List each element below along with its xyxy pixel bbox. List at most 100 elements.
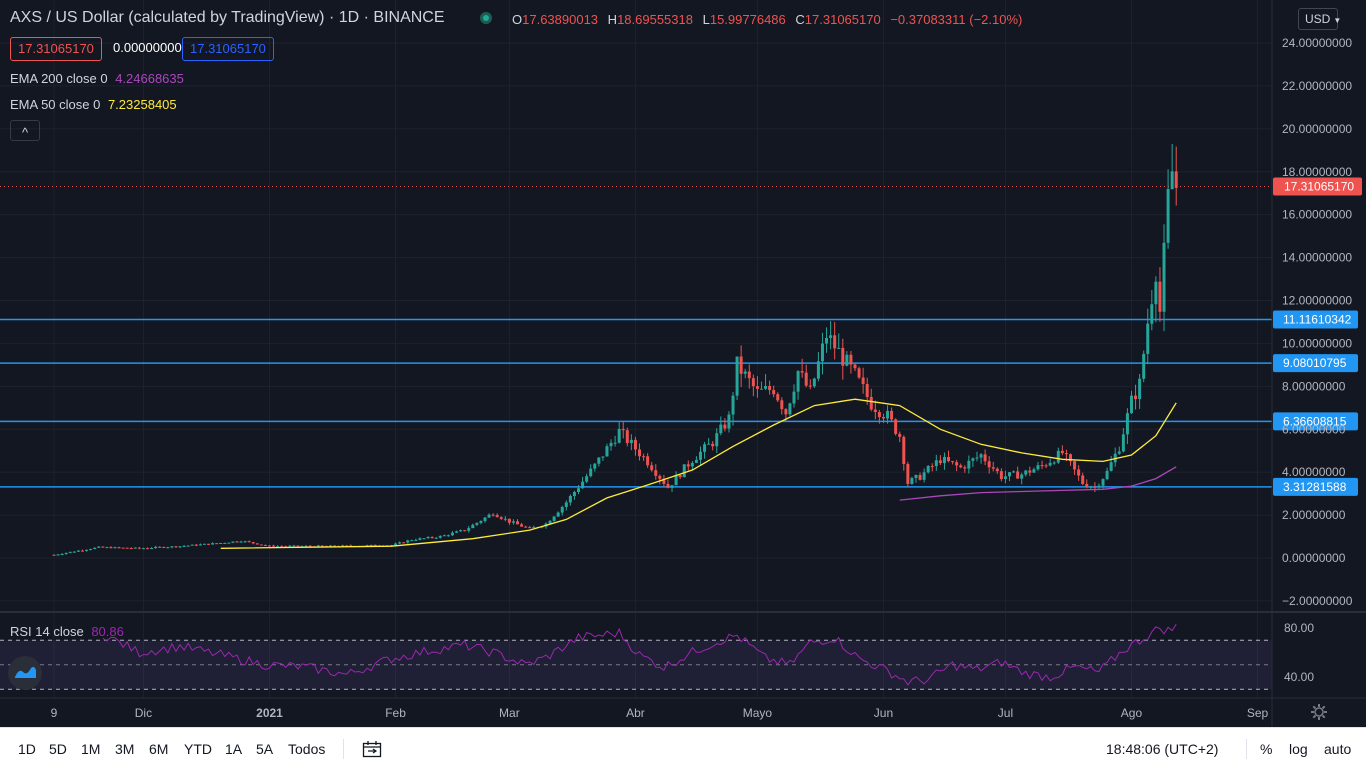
- gear-icon[interactable]: [1310, 703, 1328, 721]
- candle-body: [987, 461, 991, 468]
- y-tick-label: 12.00000000: [1282, 294, 1352, 308]
- candle-body: [369, 544, 373, 546]
- candle-body: [743, 371, 747, 374]
- candle: [328, 544, 332, 547]
- candle-body: [64, 552, 68, 554]
- candle: [141, 547, 145, 550]
- candle: [418, 537, 422, 541]
- candle-body: [808, 385, 812, 387]
- chevron-down-icon: ▼: [1333, 16, 1342, 25]
- candle-body: [1044, 465, 1048, 467]
- candle: [166, 546, 170, 549]
- candle-body: [455, 531, 459, 533]
- candle-body: [89, 549, 93, 551]
- candle: [263, 544, 267, 547]
- candle: [487, 513, 491, 518]
- candle: [137, 547, 141, 550]
- sell-price-button[interactable]: 17.31065170: [10, 37, 102, 61]
- spread-value: 0.00000000: [113, 40, 182, 55]
- candle: [971, 457, 975, 467]
- candle: [788, 402, 792, 417]
- candle-body: [812, 378, 816, 387]
- timeframe-1m[interactable]: 1M: [81, 741, 101, 757]
- candle: [97, 546, 101, 548]
- candle-body: [394, 543, 398, 546]
- timeframe-6m[interactable]: 6M: [149, 741, 169, 757]
- clock[interactable]: 18:48:06 (UTC+2): [1106, 741, 1219, 757]
- candle-body: [198, 544, 202, 546]
- candle: [64, 552, 68, 555]
- ema200-legend[interactable]: EMA 200 close 0 4.24668635: [10, 71, 184, 86]
- candle-body: [577, 488, 581, 493]
- timeframe-ytd[interactable]: YTD: [184, 741, 212, 757]
- y-tick-label: 2.00000000: [1282, 508, 1346, 522]
- candle: [1142, 350, 1146, 383]
- candle-body: [300, 546, 304, 548]
- candle-body: [853, 364, 857, 369]
- log-toggle[interactable]: log: [1289, 741, 1308, 757]
- candle-body: [719, 424, 723, 434]
- y-tick-label: 20.00000000: [1282, 122, 1352, 136]
- timeframe-5d[interactable]: 5D: [49, 741, 67, 757]
- rsi-legend[interactable]: RSI 14 close 80.86: [10, 624, 124, 639]
- candle: [52, 554, 56, 556]
- candle-body: [601, 456, 605, 458]
- candle-body: [593, 463, 597, 469]
- candle-body: [735, 356, 739, 396]
- candle: [369, 544, 373, 546]
- candle: [694, 456, 698, 464]
- candle-body: [617, 428, 621, 443]
- candle-body: [642, 456, 646, 458]
- candle-body: [524, 526, 528, 528]
- date-range-icon[interactable]: [362, 740, 382, 758]
- bottom-toolbar: 1D 5D 1M 3M 6M YTD 1A 5A Todos 18:48:06 …: [0, 727, 1366, 768]
- x-tick-label: Jun: [874, 706, 893, 720]
- candle-body: [654, 470, 658, 476]
- currency-select[interactable]: USD ▼: [1298, 8, 1342, 30]
- candle-body: [219, 542, 223, 544]
- timeframe-1a[interactable]: 1A: [225, 741, 243, 757]
- candle-body: [914, 475, 918, 478]
- hline-price-tag: [1273, 477, 1358, 496]
- candle: [202, 543, 206, 545]
- candle-body: [166, 547, 170, 549]
- candle-body: [1032, 469, 1036, 473]
- candle: [76, 550, 80, 552]
- timeframe-all[interactable]: Todos: [288, 741, 326, 757]
- candle-body: [328, 545, 332, 547]
- candle-body: [564, 502, 568, 507]
- collapse-legend-button[interactable]: ^: [10, 120, 40, 141]
- candle-body: [983, 454, 987, 462]
- candle: [1016, 466, 1020, 479]
- candle-body: [223, 542, 227, 544]
- candle: [711, 441, 715, 451]
- symbol-title[interactable]: AXS / US Dollar (calculated by TradingVi…: [10, 9, 445, 26]
- candle-body: [475, 522, 479, 525]
- candle-body: [503, 518, 507, 520]
- percent-toggle[interactable]: %: [1260, 741, 1273, 757]
- candle: [963, 465, 967, 473]
- candle: [995, 467, 999, 474]
- candle: [735, 356, 739, 401]
- buy-price-button[interactable]: 17.31065170: [182, 37, 274, 61]
- candle-body: [772, 390, 776, 395]
- candle: [414, 538, 418, 541]
- timeframe-1d[interactable]: 1D: [18, 741, 36, 757]
- candle: [1028, 466, 1032, 477]
- candle-body: [1125, 413, 1129, 435]
- price-chart[interactable]: 11.11610342 9.08010795 6.36608815 3.3128158…: [0, 0, 1366, 727]
- ema50-legend[interactable]: EMA 50 close 0 7.23258405: [10, 97, 177, 112]
- candle-body: [1020, 474, 1024, 479]
- auto-toggle[interactable]: auto: [1324, 741, 1352, 757]
- x-tick-label: Mar: [499, 706, 520, 720]
- candle: [747, 364, 751, 389]
- candle-body: [1028, 470, 1032, 473]
- candle-body: [1150, 304, 1154, 324]
- timeframe-3m[interactable]: 3M: [115, 741, 135, 757]
- candle-body: [894, 419, 898, 434]
- candle-body: [320, 545, 324, 547]
- timeframe-5a[interactable]: 5A: [256, 741, 274, 757]
- tradingview-logo-icon[interactable]: [8, 656, 42, 690]
- candle: [520, 522, 524, 527]
- candle-body: [520, 524, 524, 527]
